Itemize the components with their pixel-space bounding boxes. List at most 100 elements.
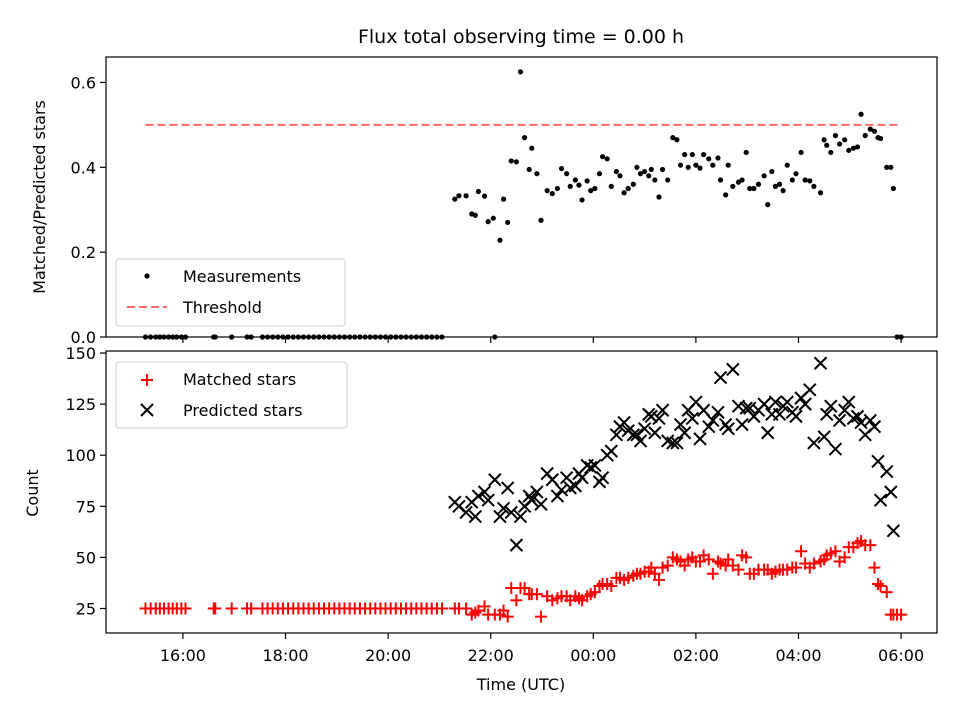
measurement-point	[665, 177, 671, 183]
measurement-point	[584, 178, 590, 184]
measurement-point	[862, 132, 868, 139]
measurement-point	[567, 183, 573, 189]
predicted-star-marker	[637, 421, 652, 436]
measurement-point	[596, 171, 603, 177]
matched-star-marker	[652, 573, 665, 586]
predicted-star-marker	[747, 409, 761, 424]
measurement-point	[621, 190, 627, 196]
predicted-star-marker	[842, 395, 856, 409]
predicted-star-marker	[471, 489, 486, 503]
top-y-tick-label: 0.6	[71, 73, 96, 92]
measurement-point	[689, 151, 695, 158]
predicted-star-marker	[655, 403, 670, 417]
predicted-star-marker	[789, 409, 803, 424]
bottom-axes-frame	[105, 350, 938, 634]
predicted-star-marker	[666, 436, 680, 450]
predicted-star-marker	[513, 509, 528, 524]
legend-predicted-marker	[140, 403, 154, 417]
matched-star-marker	[546, 594, 559, 607]
measurement-point	[505, 219, 511, 226]
measurement-point	[890, 185, 896, 192]
predicted-star-marker	[711, 405, 725, 420]
predicted-star-marker	[731, 399, 746, 413]
measurement-point	[743, 149, 749, 156]
predicted-star-marker	[493, 509, 507, 524]
predicted-star-marker	[884, 485, 898, 499]
top-legend-box	[115, 258, 346, 327]
x-tick-label: 02:00	[673, 646, 719, 665]
matched-star-marker	[472, 604, 485, 617]
x-tick-label: 16:00	[160, 646, 206, 665]
measurement-point	[604, 156, 610, 162]
top-axes-frame	[105, 56, 938, 338]
predicted-star-marker	[500, 481, 515, 495]
matched-star-marker	[645, 561, 658, 574]
measurement-point	[693, 162, 699, 168]
measurement-point	[625, 185, 631, 192]
measurement-point	[579, 197, 585, 203]
predicted-star-marker	[509, 538, 524, 552]
measurement-point	[592, 185, 598, 192]
matched-star-marker	[497, 604, 510, 617]
measurement-point	[517, 69, 524, 75]
measurement-point	[780, 188, 786, 194]
matched-star-marker	[781, 563, 794, 576]
measurement-point	[554, 185, 561, 192]
measurement-point	[456, 193, 462, 199]
predicted-star-marker	[670, 436, 684, 450]
measurement-point	[832, 132, 839, 139]
measurement-point	[630, 181, 636, 187]
matched-star-marker	[880, 586, 893, 599]
matched-star-marker	[732, 563, 745, 576]
measurement-point	[485, 219, 491, 225]
matched-star-marker	[209, 602, 222, 615]
matched-star-marker	[874, 580, 887, 592]
x-axis-label: Time (UTC)	[476, 675, 565, 694]
predicted-star-marker	[867, 419, 882, 434]
measurement-point	[725, 162, 731, 168]
top-y-ticks: 0.0 0.2 0.4 0.6	[71, 73, 106, 347]
matched-star-marker	[510, 594, 523, 607]
measurement-point	[500, 196, 507, 202]
measurement-point	[858, 111, 864, 117]
bottom-y-tick-label: 75	[76, 497, 96, 516]
predicted-star-marker	[820, 407, 834, 422]
measurement-point	[558, 165, 565, 172]
matched-star-marker	[829, 545, 842, 558]
predicted-star-marker	[530, 485, 544, 499]
predicted-star-marker	[477, 485, 492, 499]
top-plot-area	[142, 69, 904, 340]
predicted-star-marker	[633, 434, 648, 448]
matched-star-marker	[895, 608, 908, 621]
legend-measurements-marker	[144, 273, 150, 279]
measurement-point	[821, 137, 827, 143]
measurement-point	[685, 164, 691, 170]
predicted-star-marker	[726, 362, 740, 377]
measurement-point	[802, 177, 808, 183]
predicted-star-marker	[584, 460, 598, 475]
measurement-point	[751, 185, 757, 192]
measurement-point	[463, 193, 469, 199]
predicted-star-marker	[630, 428, 644, 442]
measurement-point	[659, 166, 666, 173]
measurement-point	[513, 159, 519, 165]
predicted-star-marker	[595, 470, 610, 485]
measurement-point	[710, 162, 716, 168]
predicted-star-marker	[481, 493, 495, 507]
measurement-point	[617, 173, 623, 179]
x-tick-label: 20:00	[365, 646, 411, 665]
measurement-point	[697, 165, 703, 171]
measurement-point	[637, 171, 644, 177]
bottom-plot-area	[139, 356, 908, 623]
predicted-star-marker	[780, 395, 794, 409]
predicted-star-marker	[886, 524, 901, 538]
x-tick-label: 06:00	[878, 646, 924, 665]
measurement-point	[877, 135, 884, 142]
bottom-y-tick-label: 125	[65, 395, 96, 414]
measurement-point	[677, 162, 684, 168]
legend-predicted-label: Predicted stars	[183, 401, 303, 420]
measurement-point	[674, 137, 680, 143]
measurement-point	[701, 151, 707, 158]
predicted-star-marker	[609, 428, 624, 442]
